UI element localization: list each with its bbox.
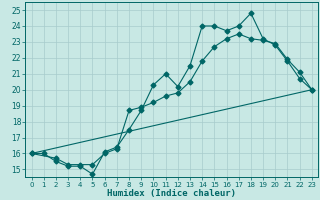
X-axis label: Humidex (Indice chaleur): Humidex (Indice chaleur) [107, 189, 236, 198]
